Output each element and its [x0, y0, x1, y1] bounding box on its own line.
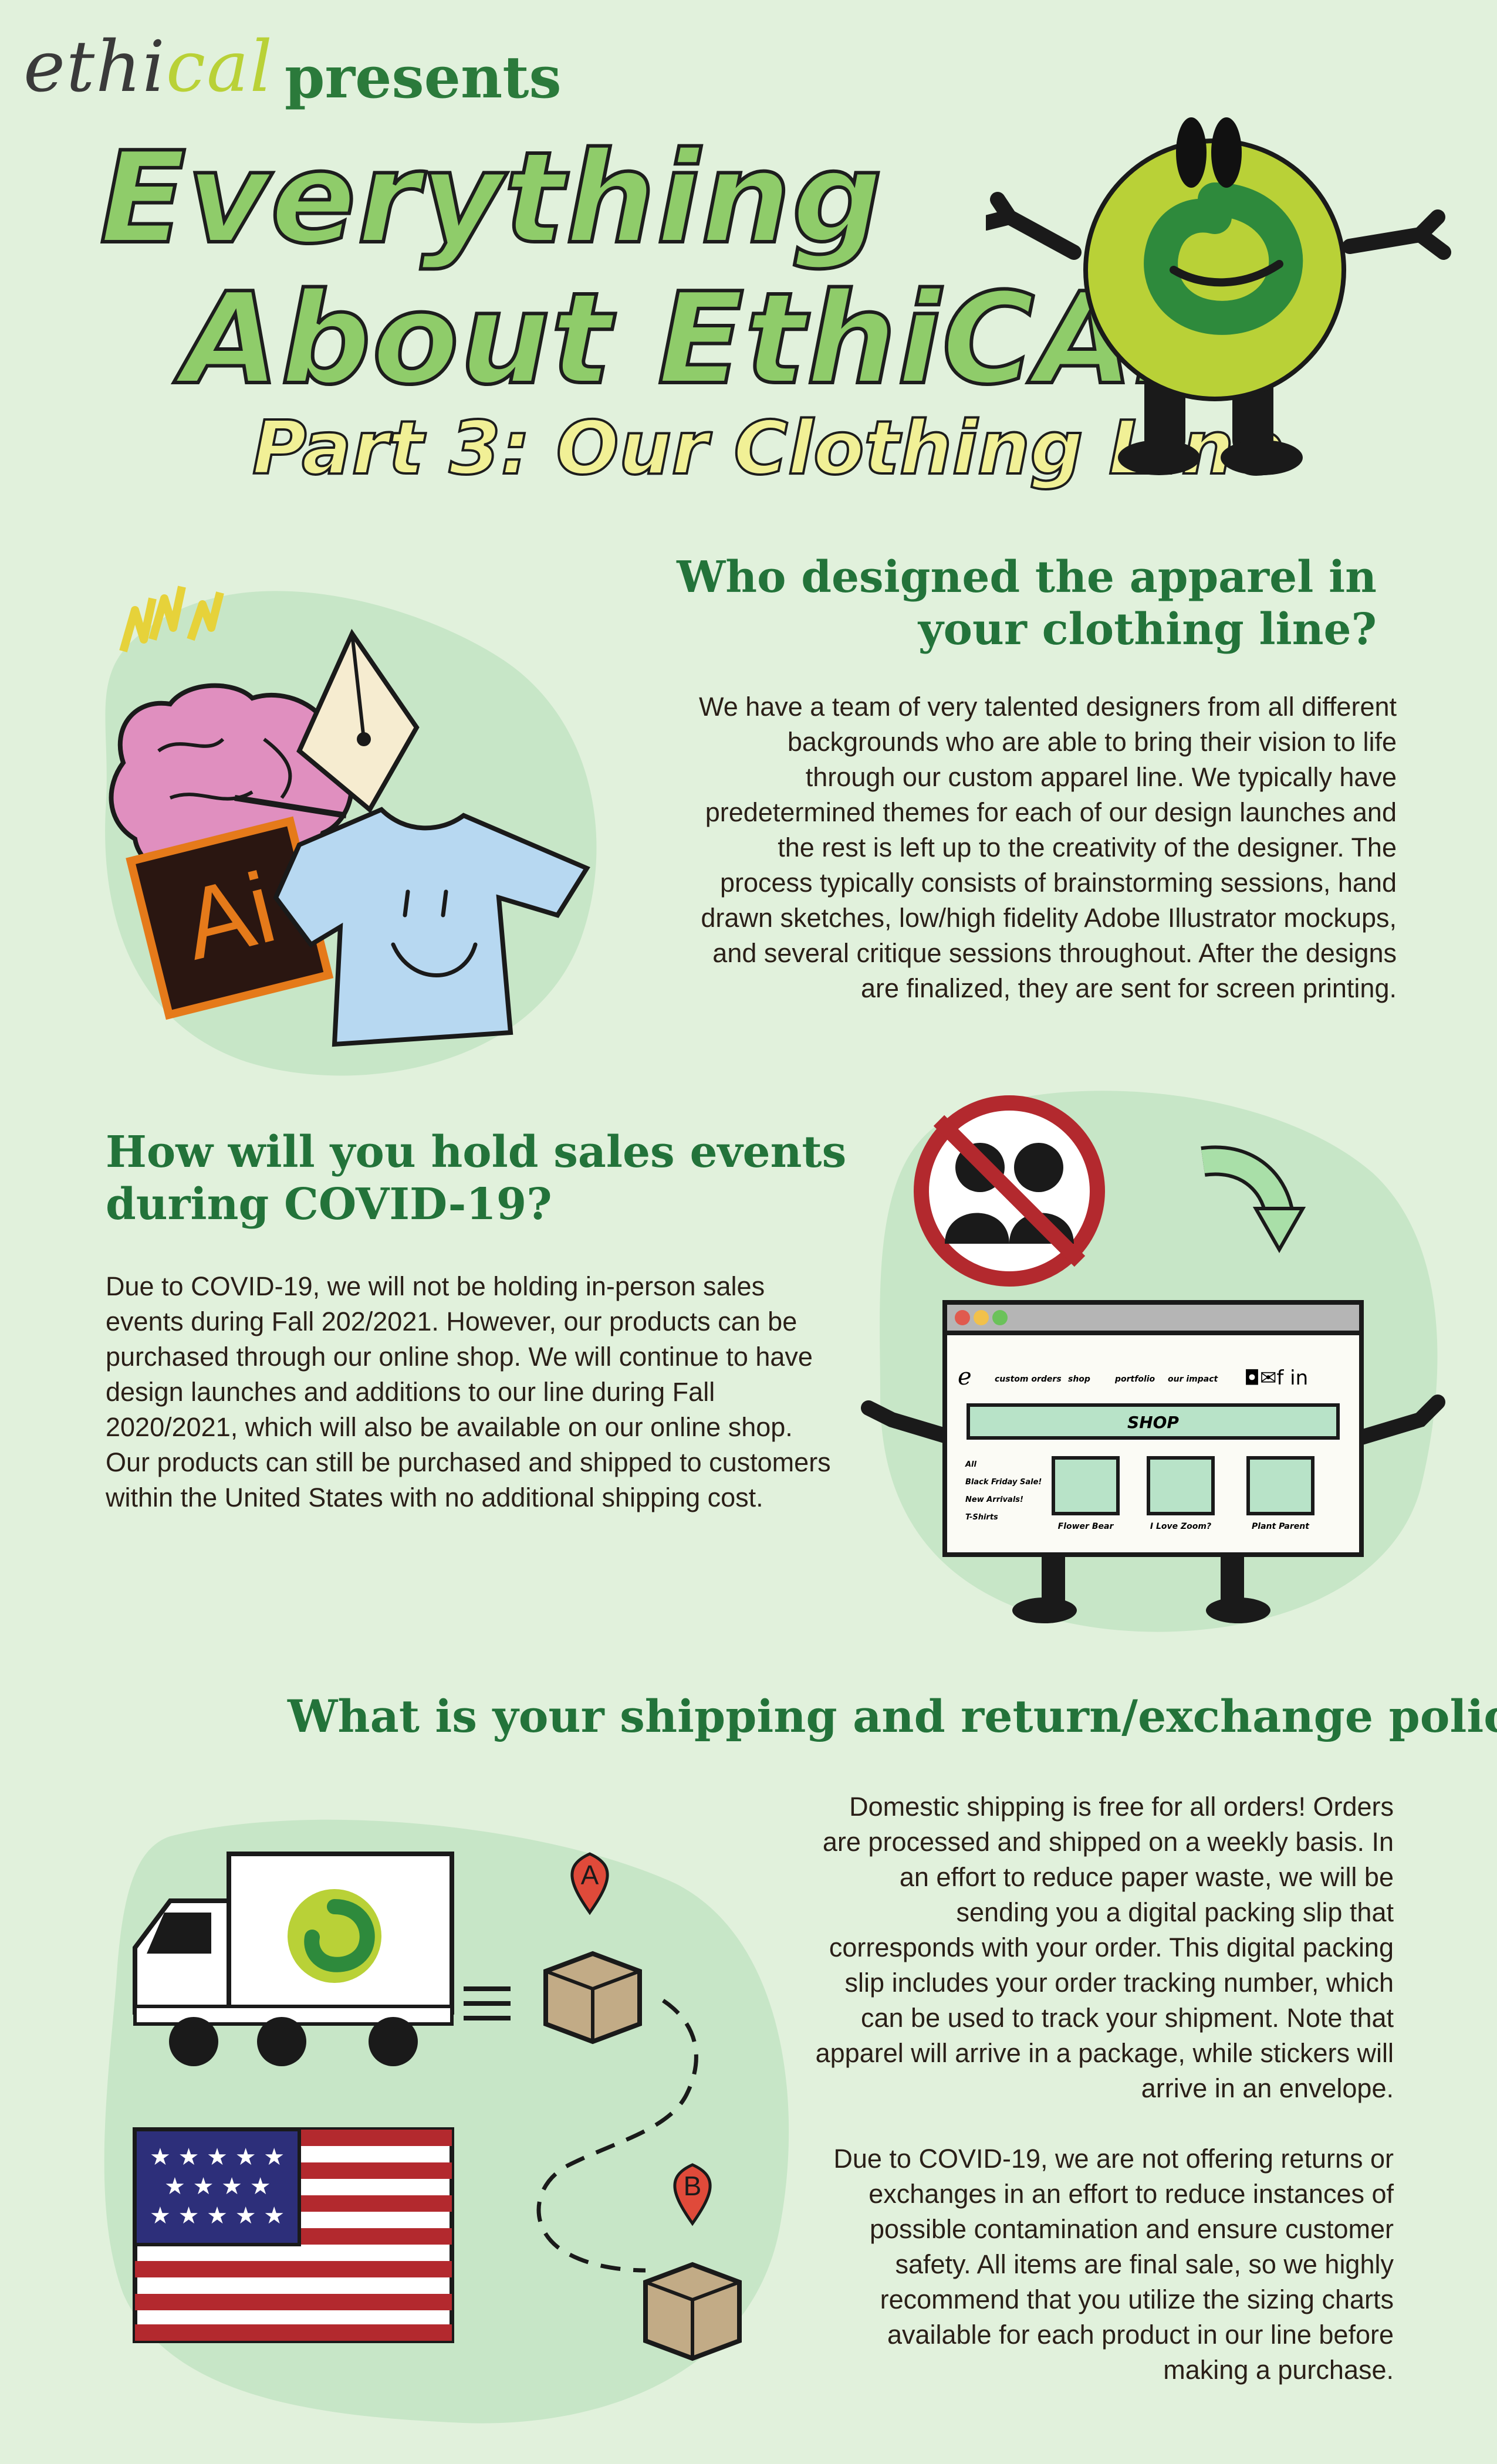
- shop-social-icons: ◘✉f in: [1244, 1366, 1308, 1390]
- covid-paragraph: Due to COVID-19, we will not be holding …: [106, 1271, 831, 1512]
- design-illustration: Ai: [105, 585, 597, 1076]
- pin-a-label: A: [581, 1860, 599, 1890]
- mascot-illustration: [986, 117, 1451, 475]
- shipping-illustration: A B ★ ★ ★ ★ ★ ★ ★ ★ ★ ★ ★ ★ ★ ★: [104, 1819, 789, 2424]
- returns-paragraph: Due to COVID-19, we are not offering ret…: [833, 2144, 1394, 2385]
- brand-prefix: ethi: [23, 26, 166, 108]
- covid-heading: How will you hold sales events during CO…: [106, 1127, 847, 1230]
- design-paragraph: We have a team of very talented designer…: [699, 692, 1397, 1003]
- subtitle: Part 3: Our Clothing Line: [251, 404, 1285, 492]
- brand-wordmark: ethical: [23, 26, 273, 108]
- svg-text:★ ★ ★ ★ ★: ★ ★ ★ ★ ★: [150, 2144, 285, 2171]
- shop-nav-portfolio: portfolio: [1114, 1375, 1155, 1384]
- shop-logo: e: [958, 1363, 972, 1390]
- shop-nav-our-impact: our impact: [1168, 1375, 1219, 1384]
- shop-nav-custom-orders: custom orders: [995, 1375, 1062, 1384]
- product-flower-bear: Flower Bear: [1058, 1522, 1114, 1531]
- design-heading: Who designed the apparel in your clothin…: [677, 552, 1377, 655]
- shop-illustration: e custom orders shop portfolio our impac…: [861, 1091, 1445, 1632]
- brand-suffix: cal: [165, 26, 274, 108]
- shipping-paragraph: Domestic shipping is free for all orders…: [815, 1792, 1394, 2103]
- shop-nav-shop: shop: [1068, 1375, 1090, 1384]
- svg-text:★ ★ ★ ★: ★ ★ ★ ★: [164, 2173, 271, 2200]
- title-line-1: Everything: [98, 124, 884, 272]
- svg-text:★ ★ ★ ★ ★: ★ ★ ★ ★ ★: [150, 2202, 285, 2229]
- product-i-love-zoom: I Love Zoom?: [1150, 1522, 1211, 1531]
- shop-sidebar-black-friday: Black Friday Sale!: [965, 1478, 1042, 1487]
- shipping-heading: What is your shipping and return/exchang…: [288, 1690, 1497, 1742]
- pin-b-label: B: [684, 2171, 702, 2201]
- shop-sidebar-all: All: [965, 1460, 977, 1469]
- shop-sidebar-tshirts: T-Shirts: [965, 1513, 998, 1522]
- shop-sidebar-new-arrivals: New Arrivals!: [965, 1495, 1023, 1504]
- shop-banner: SHOP: [1127, 1413, 1179, 1432]
- presents-label: presents: [285, 44, 562, 111]
- product-plant-parent: Plant Parent: [1252, 1522, 1310, 1531]
